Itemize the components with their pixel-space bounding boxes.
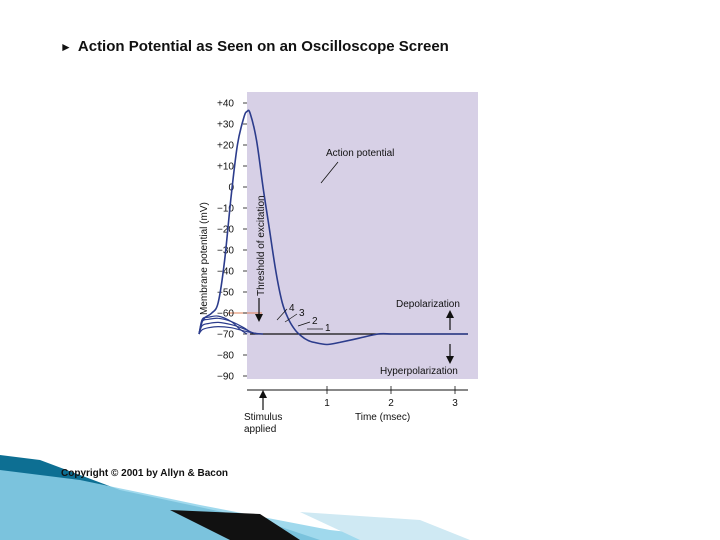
y-axis-label: Membrane potential (mV) xyxy=(199,202,210,315)
y-tick-label: −70 xyxy=(217,330,234,341)
y-axis-ticks: +40+30+20+100−10−20−30−40−50−60−70−80−90 xyxy=(217,99,247,383)
threshold-label: Threshold of excitation xyxy=(256,195,267,296)
action-potential-label: Action potential xyxy=(326,148,394,159)
series-label-2: 2 xyxy=(312,316,318,327)
hyperpolarization-arrow-icon xyxy=(446,356,454,364)
y-tick-label: −10 xyxy=(217,204,234,215)
y-tick-label: −40 xyxy=(217,267,234,278)
x-axis-ticks: 1 2 3 xyxy=(324,386,458,409)
series-traces xyxy=(198,109,468,346)
series-label-leader xyxy=(284,313,298,323)
y-tick-label: +30 xyxy=(217,120,234,131)
y-tick-label: −60 xyxy=(217,309,234,320)
series-label-1: 1 xyxy=(325,323,331,334)
x-tick-label: 2 xyxy=(388,398,394,409)
plot-background xyxy=(247,92,478,379)
series-line-action-potential xyxy=(198,109,468,346)
x-axis-label: Time (msec) xyxy=(355,412,410,423)
series-line-subthreshold-4 xyxy=(198,315,248,335)
series-label-4: 4 xyxy=(289,303,295,314)
depolarization-arrow-icon xyxy=(446,310,454,318)
hyperpolarization-label: Hyperpolarization xyxy=(380,366,458,377)
series-line-subthreshold-3 xyxy=(198,317,257,335)
y-tick-label: −20 xyxy=(217,225,234,236)
x-tick-label: 3 xyxy=(452,398,458,409)
bullet-icon: ► xyxy=(60,40,72,54)
action-potential-leader xyxy=(320,161,339,184)
ribbon-black xyxy=(170,510,300,540)
slide-title: ► Action Potential as Seen on an Oscillos… xyxy=(60,38,449,55)
threshold-arrow-icon xyxy=(255,314,263,322)
series-label-leader xyxy=(276,308,288,321)
y-tick-label: −90 xyxy=(217,372,234,383)
copyright-notice: Copyright © 2001 by Allyn & Bacon xyxy=(61,468,229,479)
stimulus-label-line1: Stimulus xyxy=(244,412,282,423)
series-label-leader xyxy=(297,321,311,327)
y-tick-label: +20 xyxy=(217,141,234,152)
stimulus-arrow-icon xyxy=(259,390,267,398)
y-tick-label: +10 xyxy=(217,162,234,173)
stimulus-label-line2: applied xyxy=(244,424,276,435)
series-label-3: 3 xyxy=(299,308,305,319)
x-tick-label: 1 xyxy=(324,398,330,409)
ribbon-pale xyxy=(300,512,470,540)
y-tick-label: +40 xyxy=(217,99,234,110)
slide-title-text: Action Potential as Seen on an Oscillosc… xyxy=(77,38,449,55)
ribbon-light xyxy=(0,470,420,540)
depolarization-label: Depolarization xyxy=(396,299,460,310)
y-tick-label: −80 xyxy=(217,351,234,362)
y-tick-label: −50 xyxy=(217,288,234,299)
